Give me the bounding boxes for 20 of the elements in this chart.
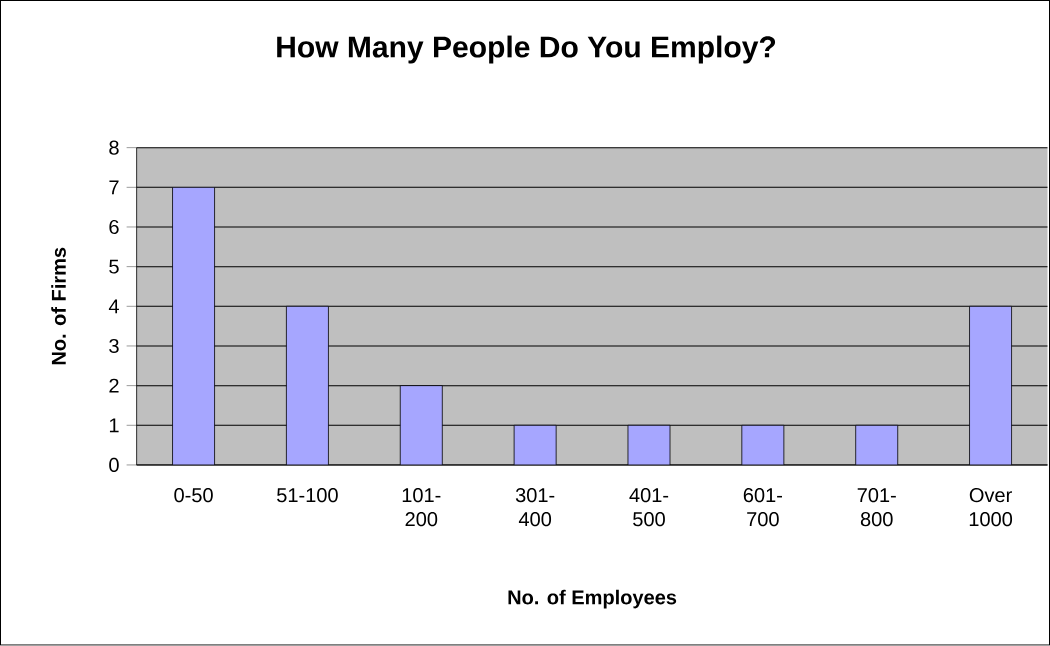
- y-tick-label: 7: [109, 180, 119, 195]
- x-tick-label: 0-50: [174, 488, 213, 503]
- chart-title: How Many People Do You Employ?: [277, 35, 776, 64]
- x-tick-label: 401-500: [629, 488, 669, 527]
- x-tick-label: 601-700: [743, 488, 782, 527]
- y-tick-label: 5: [109, 259, 119, 274]
- x-axis-title: No. of Employees: [508, 589, 677, 609]
- y-axis-title: No. of Firms: [51, 247, 66, 365]
- y-tick-label: 2: [109, 378, 119, 393]
- y-tick-label: 1: [109, 418, 119, 433]
- y-tick-label: 8: [109, 140, 119, 155]
- x-tick-label: 101-200: [402, 488, 441, 527]
- y-tick-label: 4: [108, 299, 119, 314]
- y-tick-label: 6: [109, 220, 119, 235]
- x-tick-label: 301-400: [515, 488, 555, 527]
- x-tick-label: 51-100: [277, 488, 338, 503]
- y-tick-label: 3: [109, 339, 119, 354]
- y-tick-label: 0: [109, 458, 119, 473]
- x-tick-label: 701-800: [857, 488, 896, 527]
- x-tick-label: Over 1000: [969, 488, 1013, 527]
